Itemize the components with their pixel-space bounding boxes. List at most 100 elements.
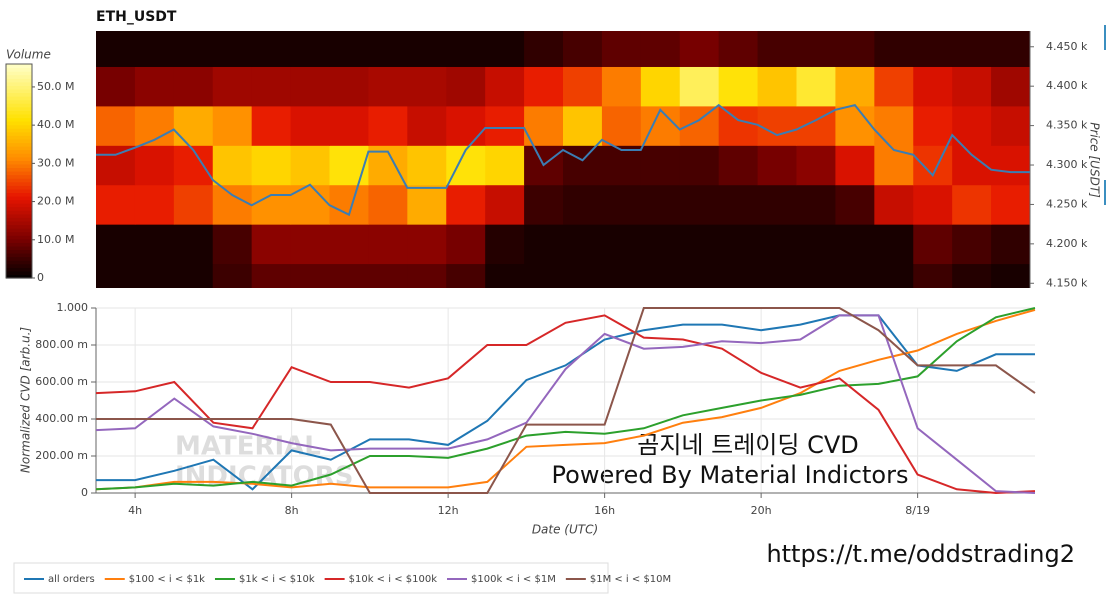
heatmap-cell [835,224,875,265]
heatmap-cell [524,31,564,67]
heatmap-cell [601,224,642,265]
heatmap-cell [796,263,836,288]
heatmap-cell [290,105,330,146]
colorbar-step [6,220,32,226]
heatmap-cell [718,224,759,265]
heatmap-cell [601,145,642,186]
colorbar-step [6,71,32,76]
heatmap-cell [134,31,175,67]
colorbar-step [6,256,32,261]
y-tick-label: 200.00 m [35,449,88,462]
colorbar-step [6,228,32,233]
heatmap-cell [835,263,875,288]
colorbar-step [6,238,32,243]
colorbar-step [6,88,32,94]
heatmap-cell [991,263,1030,288]
colorbar-tick-label: 10.0 M [37,233,74,246]
y-tick-label: 600.00 m [35,375,88,388]
heatmap-cell [212,31,253,67]
heatmap-cell [329,184,369,225]
heatmap-cell [212,224,253,265]
series-line [95,314,1036,494]
colorbar-step [6,245,32,251]
colorbar-step [6,210,32,215]
heatmap-cell [563,184,603,225]
legend-label: $100 < i < $1k [129,574,205,585]
y-axis-label: Normalized CVD [arb.u.] [19,327,33,474]
heatmap-cell [718,31,759,67]
heatmap-cell [446,145,486,186]
heatmap [96,31,1030,288]
heatmap-cell [524,224,564,265]
colorbar-step [6,124,32,129]
colorbar-step [6,106,32,111]
colorbar-frame [5,63,33,279]
heatmap-cell [874,263,914,288]
heatmap-cell [952,105,992,146]
colorbar-step [6,270,32,276]
heatmap-cell [407,224,447,265]
heatmap-cell [563,31,603,67]
heatmap-cell [640,145,681,186]
heatmap-cell [601,105,642,146]
colorbar-step [6,131,32,136]
heatmap-cell [407,184,447,225]
heatmap-cell [368,31,408,67]
heatmap-cell [446,224,486,265]
x-tick-label: 16h [594,504,615,517]
heatmap-cell [640,224,681,265]
heatmap-cell [524,66,564,107]
heatmap-cell [952,66,992,107]
heatmap-cell [368,263,408,288]
price-line [96,103,1030,217]
colorbar-step [6,99,32,104]
heatmap-cell [173,105,214,146]
heatmap-cell [251,263,292,288]
heatmap-cell [96,263,136,288]
colorbar-step [6,121,32,126]
legend-label: $1M < i < $10M [590,574,671,585]
y-tick-label: 4.400 k [1046,79,1088,92]
colorbar-step [6,167,32,172]
colorbar-step [6,267,32,272]
heatmap-cell [563,263,603,288]
colorbar-step [6,128,32,133]
heatmap-cell [212,66,253,107]
heatmap-cell [913,105,953,146]
heatmap-cell [485,66,525,107]
heatmap-cell [757,66,797,107]
heatmap-cell [173,66,214,107]
heatmap-cell [718,184,759,225]
heatmap-cell [718,66,759,107]
heatmap-cell [446,105,486,146]
heatmap-cell [874,224,914,265]
heatmap-cell [290,184,330,225]
colorbar-step [6,242,32,247]
colorbar-step [6,163,32,169]
heatmap-cell [601,66,642,107]
colorbar-tick-label: 40.0 M [37,118,74,131]
colorbar-step [6,253,32,258]
heatmap-cell [835,31,875,67]
heatmap-cell [757,263,797,288]
heatmap-cell [835,145,875,186]
colorbar-step [6,260,32,265]
colorbar-step [6,188,32,193]
heatmap-cell [679,31,720,67]
heatmap-cell [563,224,603,265]
colorbar-step [6,195,32,201]
colorbar-step [6,64,32,69]
heatmap-cell [563,145,603,186]
colorbar-label: Volume [6,48,51,62]
x-axis-label: Date (UTC) [532,523,598,537]
heatmap-cell [173,184,214,225]
heatmap-cell [290,66,330,107]
heatmap-cell [407,31,447,67]
colorbar-step [6,231,32,236]
heatmap-cell [251,105,292,146]
annotation: 곰지네 트레이딩 CVD [637,431,858,459]
heatmap-cell [251,66,292,107]
heatmap-cell [718,263,759,288]
heatmap-cell [601,31,642,67]
colorbar-step [6,149,32,154]
